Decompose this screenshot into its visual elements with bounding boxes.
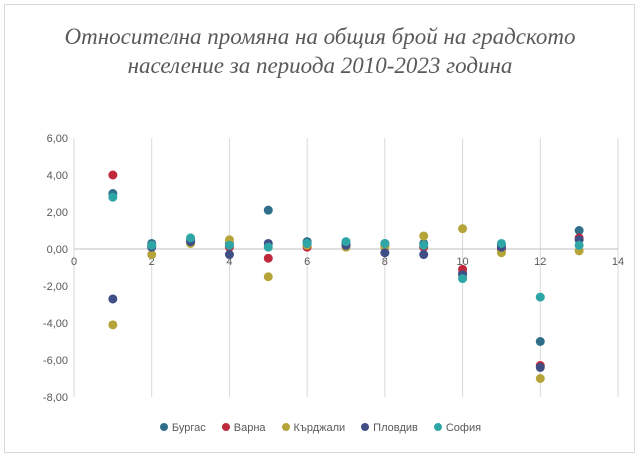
legend-marker <box>281 423 290 432</box>
y-tick-label: 4,00 <box>47 170 68 182</box>
data-point <box>263 205 273 215</box>
data-point <box>147 250 157 260</box>
legend-item: София <box>433 422 482 434</box>
y-tick-label: 2,00 <box>47 207 68 219</box>
x-tick-label: 0 <box>71 256 77 268</box>
data-point <box>535 337 545 346</box>
data-point <box>108 170 118 180</box>
data-point <box>535 292 545 302</box>
data-point <box>496 238 506 248</box>
legend-marker <box>159 423 168 432</box>
y-tick-label: -8,00 <box>43 392 68 404</box>
y-tick-label: -6,00 <box>43 355 68 367</box>
x-tick-label: 2 <box>149 256 155 268</box>
legend-item: Кърджали <box>281 422 346 434</box>
x-tick-label: 10 <box>456 256 468 268</box>
data-point <box>108 192 118 202</box>
data-point <box>458 274 468 284</box>
y-tick-label: -2,00 <box>43 281 68 293</box>
data-point <box>302 238 312 248</box>
data-point <box>224 250 234 260</box>
legend-item: Варна <box>221 422 266 434</box>
data-point <box>535 362 545 372</box>
data-point <box>108 320 118 330</box>
chart-frame <box>4 4 635 453</box>
chart-legend: Бургас Варна Кърджали Пловдив София <box>0 422 641 434</box>
data-point <box>574 226 584 235</box>
legend-marker <box>221 423 230 432</box>
chart-title: Относителна промяна на общия брой на гра… <box>64 24 576 78</box>
data-point <box>419 231 429 241</box>
data-point <box>419 240 429 250</box>
data-point <box>263 253 273 263</box>
legend-label: Пловдив <box>373 422 418 434</box>
legend-item: Пловдив <box>361 422 418 434</box>
data-point <box>535 374 545 383</box>
x-tick-label: 4 <box>226 256 232 268</box>
legend-label: София <box>445 422 482 434</box>
data-point <box>263 272 273 282</box>
data-point <box>380 248 390 258</box>
x-tick-label: 14 <box>612 256 624 268</box>
x-tick-label: 12 <box>534 256 546 268</box>
legend-marker <box>361 423 370 432</box>
y-tick-label: -4,00 <box>43 318 68 330</box>
data-point <box>147 240 157 250</box>
data-point <box>186 233 196 243</box>
data-point <box>419 250 429 260</box>
legend-label: Бургас <box>171 422 206 434</box>
data-point <box>380 238 390 248</box>
y-tick-label: 6,00 <box>47 133 68 145</box>
x-tick-label: 8 <box>382 256 388 268</box>
data-point <box>341 237 351 247</box>
data-point <box>458 224 468 234</box>
x-tick-label: 6 <box>304 256 310 268</box>
data-point <box>224 240 234 250</box>
data-point <box>108 294 118 304</box>
legend-marker <box>433 423 442 432</box>
data-point <box>574 240 584 250</box>
legend-item: Бургас <box>159 422 206 434</box>
legend-label: Кърджали <box>293 422 346 434</box>
legend-label: Варна <box>233 422 266 434</box>
y-tick-label: 0,00 <box>47 244 68 256</box>
data-point <box>263 242 273 252</box>
